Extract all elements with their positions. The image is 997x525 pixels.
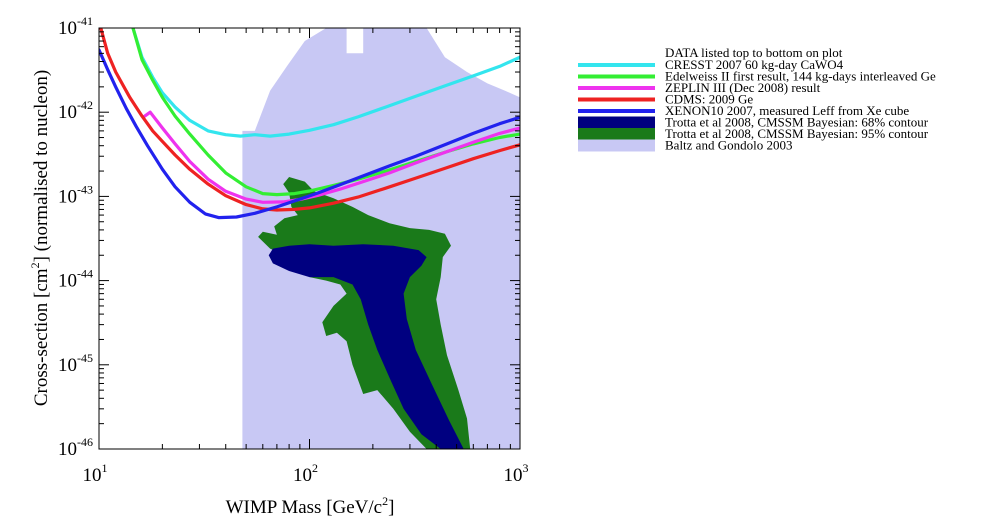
legend-label-edelweiss-ii-first-result-144-kg-days-interleaved-ge: Edelweiss II first result, 144 kg-days i… — [665, 69, 936, 84]
legend-label-zeplin-iii-dec-2008-result: ZEPLIN III (Dec 2008) result — [665, 80, 821, 95]
legend: DATA listed top to bottom on plot CRESST… — [578, 45, 936, 153]
legend-label-cresst-2007-60-kg-day-cawo4: CRESST 2007 60 kg-day CaWO4 — [665, 57, 844, 72]
line-layer — [99, 28, 520, 220]
region-trotta-et-al-2008-cmssm-bayesian-68-contour — [268, 244, 464, 449]
tick-label-layer: 101 102 103 10-46 10-45 10-44 10-43 10-42 10-41 — [58, 14, 529, 486]
x-tick-label: 102 — [293, 461, 318, 486]
x-tick-label: 101 — [83, 461, 108, 486]
y-axis-title: Cross-section [cm2] (normalised to nucle… — [28, 70, 52, 406]
legend-swatch-trotta-et-al-2008-cmssm-bayesian-68-contour — [578, 116, 655, 129]
region-layer — [242, 28, 520, 449]
legend-label-xenon10-2007-measured-leff-from-xe-cube: XENON10 2007, measured Leff from Xe cube — [665, 103, 909, 118]
legend-header: DATA listed top to bottom on plot — [665, 45, 843, 60]
legend-label-cdms-2009-ge: CDMS: 2009 Ge — [665, 92, 753, 107]
legend-swatch-baltz-and-gondolo-2003 — [578, 139, 655, 152]
y-tick-label: 10-45 — [58, 351, 93, 376]
line-cresst-2007-60-kg-day-cawo4 — [131, 28, 520, 138]
legend-label-trotta-et-al-2008-cmssm-bayesian-68-contour: Trotta et al 2008, CMSSM Bayesian: 68% c… — [665, 115, 929, 130]
legend-swatch-trotta-et-al-2008-cmssm-bayesian-95-contour — [578, 128, 655, 140]
y-tick-label: 10-46 — [58, 435, 93, 460]
x-tick-label: 103 — [504, 461, 529, 486]
y-tick-label: 10-42 — [58, 98, 93, 123]
line-xenon10-2007-measured-leff-from-xe-cube — [99, 48, 520, 220]
y-tick-label: 10-41 — [58, 14, 93, 39]
legend-label-trotta-et-al-2008-cmssm-bayesian-95-contour: Trotta et al 2008, CMSSM Bayesian: 95% c… — [665, 126, 929, 141]
tick-layer — [98, 28, 520, 450]
line-cdms-2009-ge — [99, 28, 520, 212]
x-axis-title: WIMP Mass [GeV/c2] — [226, 494, 395, 518]
legend-label-baltz-and-gondolo-2003: Baltz and Gondolo 2003 — [665, 138, 792, 153]
y-tick-label: 10-43 — [58, 182, 93, 207]
y-tick-label: 10-44 — [58, 267, 93, 292]
